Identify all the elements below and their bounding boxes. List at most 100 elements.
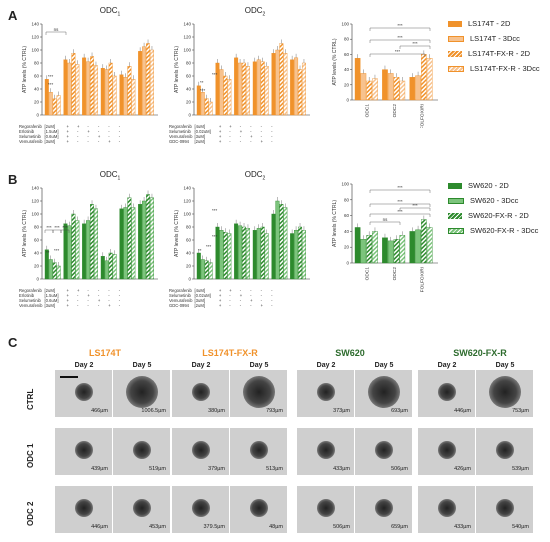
drug-marker: +: [66, 288, 69, 293]
drug-marker: -: [87, 288, 89, 293]
spheroid-image: 659µm: [355, 486, 412, 533]
drug-row: Vemurafenib [3uM] + - - + - -: [168, 298, 273, 303]
drug-dose: [0.6uM]: [44, 298, 59, 303]
drug-dose: [2uM]: [194, 139, 205, 144]
title-odc1-a: ODC1: [99, 6, 121, 18]
spheroid-graphic: [75, 441, 93, 459]
bar: [298, 226, 303, 280]
spheroid-graphic: [375, 441, 393, 459]
bar: [48, 259, 53, 280]
y-tick-label: 80: [186, 61, 192, 66]
significance-bracket: [369, 39, 431, 43]
drug-marker: -: [229, 303, 231, 308]
spheroid-diameter: 753µm: [512, 408, 529, 414]
drug-marker: -: [76, 129, 79, 134]
bar: [283, 53, 288, 116]
spheroid-diameter: 48µm: [269, 524, 283, 530]
bar: [67, 225, 72, 280]
drug-name: Selumetinib: [169, 293, 191, 298]
drug-marker: +: [218, 134, 222, 139]
bar: [290, 59, 295, 116]
drug-row: GDC-0994 [2uM] + - - - + -: [168, 139, 273, 144]
y-tick-label: 60: [344, 52, 350, 57]
significance-mark: ***: [200, 88, 206, 93]
drug-marker: +: [108, 139, 111, 144]
significance-mark: ***: [397, 199, 403, 204]
significance-mark: ***: [48, 74, 54, 79]
legend-label: SW620 - 3Dcc: [470, 196, 519, 205]
legend-item: LS174T-FX-R - 2D: [448, 46, 540, 61]
spheroid-image: 506µm: [297, 486, 354, 533]
drug-marker: -: [87, 303, 89, 308]
bar: [123, 77, 128, 116]
drug-marker: -: [239, 139, 242, 144]
legend-a: LS174T - 2D LS174T - 3Dcc LS174T-FX-R - …: [448, 16, 540, 76]
drug-marker: -: [76, 139, 79, 144]
bar: [93, 65, 98, 116]
bar: [223, 75, 228, 116]
spheroid-image: 380µm: [172, 370, 229, 417]
drug-marker: +: [97, 134, 101, 139]
spheroid-image: 793µm: [230, 370, 287, 417]
y-axis-label: ATP levels (% CTRL): [332, 38, 338, 85]
spheroid-diameter: 453µm: [149, 524, 166, 530]
day-label: Day 5: [249, 362, 269, 369]
drug-marker: -: [87, 134, 89, 139]
drug-marker: -: [76, 293, 79, 298]
drug-name: GDC-0994: [169, 139, 190, 144]
drug-marker: +: [218, 288, 222, 293]
legend-b: SW620 - 2D SW620 - 3Dcc SW620-FX-R - 2D …: [448, 178, 538, 238]
spheroid-graphic: [192, 441, 210, 459]
treatment-row-label: ODC 2: [26, 501, 35, 526]
spheroid-diameter: 693µm: [391, 408, 408, 414]
bar: [409, 231, 416, 264]
cell-line-ls174t: LS174T: [88, 348, 121, 358]
spheroid-image: 540µm: [476, 486, 533, 533]
drug-marker: +: [87, 293, 90, 298]
significance-mark: ***: [395, 49, 401, 54]
panel-letter-c: C: [8, 335, 18, 350]
y-tick-label: 20: [34, 100, 40, 105]
drug-marker: -: [87, 298, 89, 303]
bar: [142, 200, 147, 280]
day-label: Day 2: [437, 362, 457, 369]
drug-marker: -: [118, 139, 121, 144]
spheroid-diameter: 379.5µm: [203, 524, 225, 530]
bar: [382, 69, 388, 101]
y-tick-label: 60: [186, 238, 192, 243]
x-tick-label: FOLFOXIRI: [419, 267, 425, 292]
y-tick-label: 20: [344, 82, 350, 87]
bar: [393, 239, 400, 264]
drug-dose: [0.6uM]: [44, 134, 59, 139]
x-tick-label: ODC2: [392, 104, 398, 118]
bar: [215, 62, 220, 116]
spheroid-image: 379µm: [172, 428, 229, 475]
spheroid-diameter: 379µm: [208, 466, 225, 472]
drug-dose: [3uM]: [44, 139, 55, 144]
drug-dose: [3uM]: [194, 134, 205, 139]
bar: [219, 69, 224, 116]
drug-marker: -: [76, 134, 79, 139]
bar: [387, 73, 394, 101]
bar: [200, 92, 205, 116]
drug-name: Vemurafenib: [19, 303, 43, 308]
significance-mark: ***: [54, 248, 60, 253]
spheroid-graphic: [317, 441, 335, 459]
drug-dose: [3uM]: [194, 298, 205, 303]
drug-marker: -: [239, 298, 242, 303]
bar: [227, 79, 232, 116]
spheroid-image: 753µm: [476, 370, 533, 417]
bar: [219, 230, 224, 280]
bar: [283, 207, 288, 280]
drug-marker: -: [108, 298, 110, 303]
drug-marker: -: [260, 293, 263, 298]
bar: [56, 265, 61, 280]
drug-marker: +: [218, 303, 222, 308]
y-tick-label: 140: [31, 186, 39, 191]
bar: [86, 220, 91, 280]
spheroid-image: 379.5µm: [172, 486, 229, 533]
drug-marker: +: [218, 293, 222, 298]
title-odc1-b: ODC1: [99, 170, 121, 182]
y-tick-label: 80: [344, 197, 350, 202]
scale-bar: [60, 376, 78, 378]
